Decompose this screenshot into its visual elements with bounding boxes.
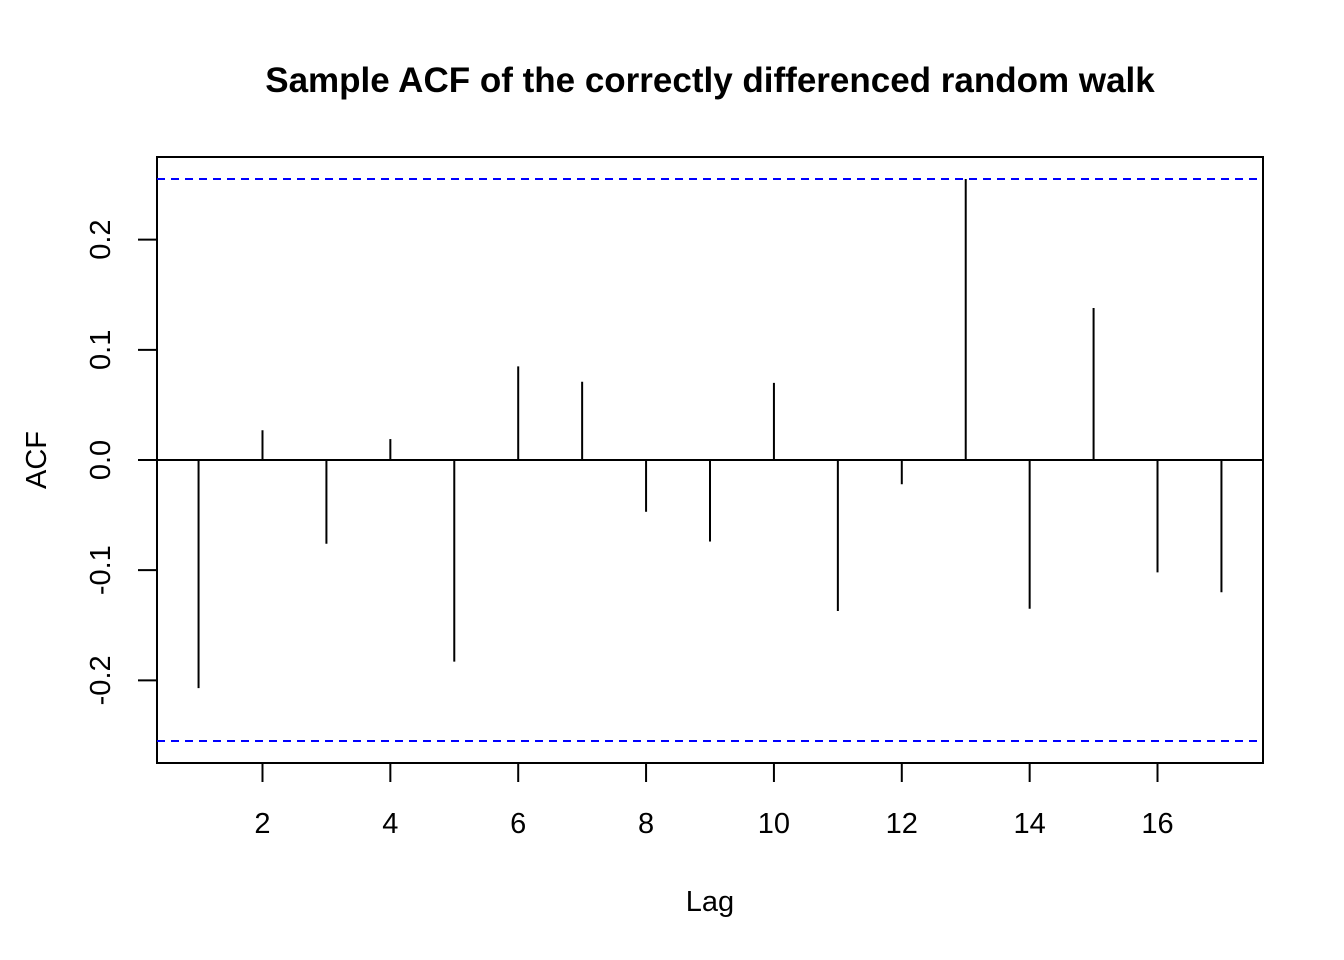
x-tick-label-4: 4 bbox=[382, 808, 398, 840]
chart-title: Sample ACF of the correctly differenced … bbox=[265, 61, 1155, 100]
x-axis-label: Lag bbox=[686, 886, 734, 918]
plot-area: 2 4 6 8 10 12 14 16 -0.2 -0.1 0.0 0.1 0.2 bbox=[85, 156, 1264, 840]
y-tick-label-4: 0.2 bbox=[85, 219, 117, 259]
x-tick-label-2: 2 bbox=[254, 808, 270, 840]
y-tick-label-3: 0.1 bbox=[85, 330, 117, 370]
y-tick-label-1: -0.1 bbox=[85, 545, 117, 595]
x-tick-label-8: 8 bbox=[638, 808, 654, 840]
x-tick-label-10: 10 bbox=[758, 808, 790, 840]
x-tick-label-12: 12 bbox=[886, 808, 918, 840]
x-tick-label-6: 6 bbox=[510, 808, 526, 840]
y-axis-label: ACF bbox=[21, 431, 53, 489]
y-tick-label-0: -0.2 bbox=[85, 655, 117, 705]
x-tick-label-16: 16 bbox=[1141, 808, 1173, 840]
x-tick-label-14: 14 bbox=[1014, 808, 1046, 840]
y-tick-label-2: 0.0 bbox=[85, 440, 117, 480]
